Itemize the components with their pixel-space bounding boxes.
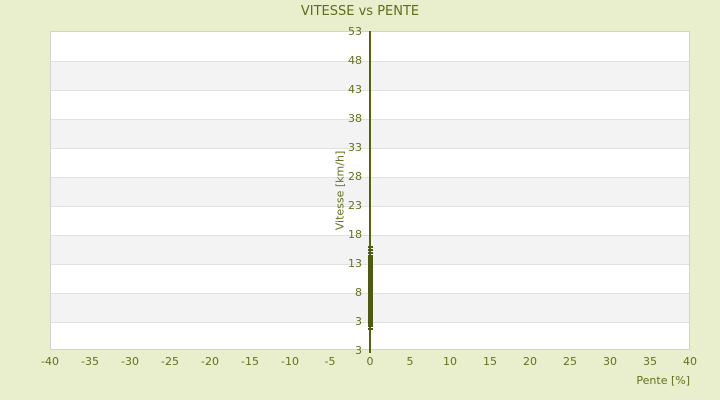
- y-tick-label: 43: [348, 82, 362, 96]
- x-tick-label: 10: [443, 355, 457, 368]
- data-point: [367, 245, 373, 248]
- x-tick-label: 35: [643, 355, 657, 368]
- y-tick-label: 8: [355, 285, 362, 299]
- y-tick-label: 13: [348, 256, 362, 270]
- x-tick-label: -25: [161, 355, 179, 368]
- x-tick-label: -20: [201, 355, 219, 368]
- x-axis-title: Pente [%]: [636, 374, 690, 387]
- x-tick-label: 25: [563, 355, 577, 368]
- x-tick-label: 0: [366, 355, 374, 368]
- x-tick-label: -15: [241, 355, 259, 368]
- y-tick-label: 28: [348, 169, 362, 183]
- x-tick-label: 5: [406, 355, 414, 368]
- y-tick-label: 3: [355, 343, 362, 357]
- data-point-dense-cluster: [367, 255, 373, 327]
- chart-title: VITESSE vs PENTE: [300, 4, 420, 19]
- x-tick-label: -5: [324, 355, 336, 368]
- x-tick-label: 20: [523, 355, 537, 368]
- x-tick-label: -40: [41, 355, 59, 368]
- data-point: [367, 252, 373, 255]
- data-point: [367, 328, 373, 331]
- y-tick-label: 3: [355, 314, 362, 328]
- y-tick-label: 48: [348, 53, 362, 67]
- y-tick-label: 33: [348, 140, 362, 154]
- y-tick-label: 53: [348, 24, 362, 38]
- y-tick-label: 38: [348, 111, 362, 125]
- y-axis-title: Vitesse [km/h]: [333, 150, 347, 231]
- x-tick-label: -35: [81, 355, 99, 368]
- data-point: [367, 249, 373, 252]
- x-tick-label: 30: [603, 355, 617, 368]
- y-tick-label: 23: [348, 198, 362, 212]
- x-tick-label: -30: [121, 355, 139, 368]
- zero-axis-line: [369, 31, 371, 353]
- x-tick-label: 15: [483, 355, 497, 368]
- x-tick-label: 40: [683, 355, 697, 368]
- x-tick-label: -10: [281, 355, 299, 368]
- y-tick-label: 18: [348, 227, 362, 241]
